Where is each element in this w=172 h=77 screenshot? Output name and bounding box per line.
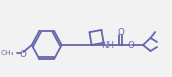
Text: NH: NH [101,41,114,50]
Text: CH₃: CH₃ [1,50,14,56]
Text: O: O [20,50,27,59]
Text: O: O [127,41,134,50]
Text: O: O [117,27,124,36]
